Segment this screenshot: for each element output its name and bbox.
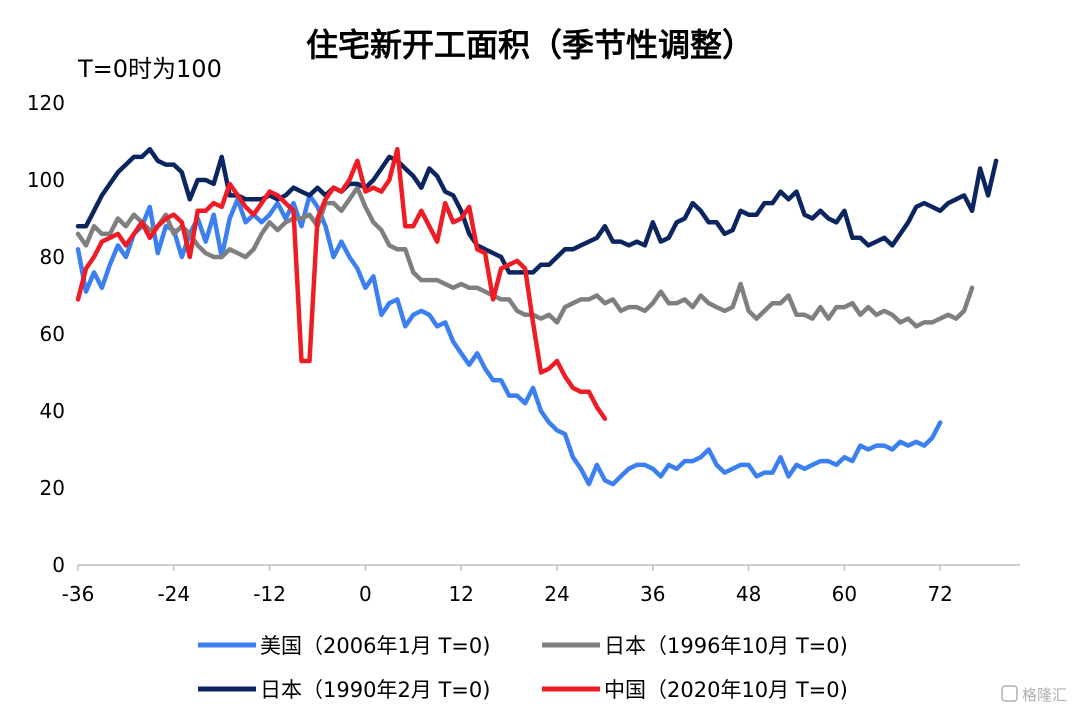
watermark: 格隆汇 <box>1001 685 1067 704</box>
watermark-text: 格隆汇 <box>1022 686 1067 704</box>
legend-label-4: 中国（2020年10月 T=0) <box>604 678 848 702</box>
x-tick-label: 48 <box>736 582 761 606</box>
y-axis: 0 20 40 60 80 100 120 <box>27 91 65 577</box>
series-line-3 <box>75 146 999 275</box>
legend-label-1: 美国（2006年1月 T=0) <box>260 634 490 658</box>
plot-area <box>75 146 999 487</box>
y-tick-label: 0 <box>52 553 65 577</box>
y-tick-label: 20 <box>40 476 65 500</box>
y-tick-label: 80 <box>40 245 65 269</box>
legend-label-3: 日本（1990年2月 T=0) <box>260 678 490 702</box>
chart-title: 住宅新开工面积（季节性调整） <box>306 26 754 64</box>
x-tick-label: -12 <box>253 582 286 606</box>
x-tick-label: 72 <box>927 582 952 606</box>
x-tick-label: -36 <box>62 582 95 606</box>
y-tick-label: 60 <box>40 322 65 346</box>
series-line-2 <box>75 185 975 329</box>
unit-label: T=0时为100 <box>77 55 222 83</box>
x-tick-label: 0 <box>359 582 372 606</box>
y-tick-label: 40 <box>40 399 65 423</box>
x-tick-label: 36 <box>640 582 665 606</box>
series-line-1 <box>75 193 943 487</box>
series-line-4 <box>75 146 608 421</box>
x-tick-label: 12 <box>448 582 473 606</box>
y-tick-label: 120 <box>27 91 65 115</box>
x-axis: -36 -24 -12 0 12 24 36 48 60 72 <box>62 565 953 606</box>
legend: 美国（2006年1月 T=0) 日本（1996年10月 T=0) 日本（1990年2… <box>198 634 848 702</box>
x-tick-label: 60 <box>832 582 857 606</box>
x-tick-label: -24 <box>157 582 190 606</box>
legend-label-2: 日本（1996年10月 T=0) <box>604 634 848 658</box>
x-tick-label: 24 <box>544 582 569 606</box>
y-tick-label: 100 <box>27 168 65 192</box>
watermark-logo-icon <box>1001 685 1018 702</box>
